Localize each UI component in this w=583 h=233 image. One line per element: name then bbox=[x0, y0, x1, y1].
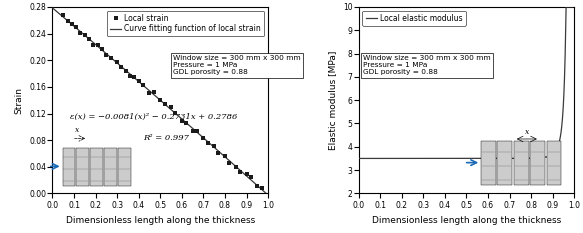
Point bbox=[121, 69, 131, 72]
Text: ε(x) = −0.0081(x)² − 0.2731x + 0.2786: ε(x) = −0.0081(x)² − 0.2731x + 0.2786 bbox=[70, 113, 237, 121]
Point bbox=[130, 75, 139, 79]
Point bbox=[224, 161, 234, 165]
Point bbox=[80, 34, 89, 37]
Point bbox=[93, 43, 103, 47]
Point bbox=[192, 129, 202, 133]
Point bbox=[156, 98, 165, 102]
Point bbox=[257, 186, 266, 190]
Text: x: x bbox=[75, 126, 79, 134]
Point bbox=[72, 26, 81, 29]
Point bbox=[117, 65, 126, 69]
Point bbox=[177, 119, 187, 123]
Point bbox=[199, 137, 208, 140]
Point bbox=[89, 43, 98, 47]
Point bbox=[220, 154, 230, 158]
Y-axis label: Strain: Strain bbox=[15, 87, 24, 114]
Point bbox=[203, 141, 212, 144]
Point bbox=[63, 19, 72, 23]
Point bbox=[166, 105, 175, 109]
Point bbox=[149, 90, 159, 94]
Point bbox=[214, 151, 223, 155]
Point bbox=[106, 56, 115, 59]
Point bbox=[181, 121, 191, 125]
Point bbox=[171, 112, 180, 115]
Point bbox=[246, 175, 255, 179]
Point bbox=[138, 83, 147, 87]
Point bbox=[209, 144, 219, 148]
Point bbox=[231, 165, 240, 169]
Point bbox=[145, 91, 154, 95]
Y-axis label: Elastic modulus [MPa]: Elastic modulus [MPa] bbox=[328, 51, 337, 150]
Point bbox=[58, 13, 68, 17]
Point bbox=[236, 170, 245, 174]
X-axis label: Dimensionless length along the thickness: Dimensionless length along the thickness bbox=[66, 216, 255, 225]
Point bbox=[125, 74, 135, 78]
Point bbox=[252, 184, 262, 188]
Point bbox=[242, 172, 251, 176]
Point bbox=[113, 60, 122, 64]
Legend: Local strain, Curve fitting function of local strain: Local strain, Curve fitting function of … bbox=[107, 11, 264, 36]
Point bbox=[101, 53, 111, 56]
X-axis label: Dimensionless length along the thickness: Dimensionless length along the thickness bbox=[372, 216, 561, 225]
Point bbox=[134, 79, 143, 83]
Text: R² = 0.997: R² = 0.997 bbox=[143, 134, 189, 142]
Legend: Local elastic modulus: Local elastic modulus bbox=[363, 11, 466, 26]
Point bbox=[188, 130, 197, 133]
Text: Window size = 300 mm x 300 mm
Pressure = 1 MPa
GDL porosity = 0.88: Window size = 300 mm x 300 mm Pressure =… bbox=[363, 55, 491, 75]
Point bbox=[160, 103, 169, 106]
Point bbox=[85, 37, 94, 41]
Point bbox=[76, 31, 85, 34]
Point bbox=[67, 22, 76, 26]
Text: Window size = 300 mm x 300 mm
Pressure = 1 MPa
GDL porosity = 0.88: Window size = 300 mm x 300 mm Pressure =… bbox=[173, 55, 301, 75]
Point bbox=[97, 47, 107, 51]
